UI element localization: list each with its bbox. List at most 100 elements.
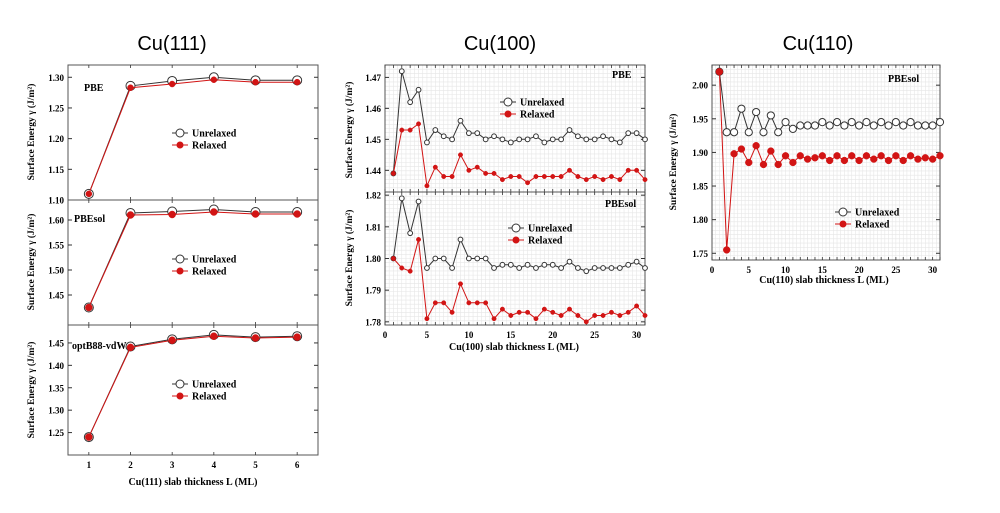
- data-point-relaxed: [789, 158, 797, 167]
- x-tick-label: 20: [855, 265, 865, 275]
- data-point-relaxed: [293, 78, 301, 86]
- data-point-unrelaxed: [583, 136, 590, 143]
- plot-frame: [67, 324, 319, 456]
- data-point-unrelaxed: [600, 265, 606, 271]
- data-point-unrelaxed: [440, 255, 447, 262]
- data-point-relaxed: [575, 174, 581, 179]
- data-point-relaxed: [752, 142, 760, 150]
- data-point-unrelaxed: [474, 130, 481, 137]
- data-point-unrelaxed: [424, 139, 430, 146]
- data-point-relaxed: [558, 313, 564, 318]
- data-point-unrelaxed: [449, 265, 455, 271]
- x-tick-label: 6: [295, 460, 300, 470]
- legend-label: Relaxed: [528, 236, 563, 247]
- data-point-relaxed: [558, 174, 564, 179]
- legend-marker-unrelaxed: [175, 128, 185, 138]
- x-tick-label: 0: [383, 330, 388, 340]
- data-point-relaxed: [541, 306, 547, 312]
- data-point-relaxed: [251, 210, 260, 218]
- legend-marker-relaxed: [839, 220, 847, 228]
- legend-label: Unrelaxed: [192, 255, 237, 266]
- data-point-unrelaxed: [575, 133, 581, 140]
- legend-label: Unrelaxed: [192, 380, 237, 391]
- x-tick-label: 30: [928, 265, 938, 275]
- data-point-relaxed: [126, 211, 135, 219]
- x-tick-label: 5: [253, 460, 258, 470]
- series-relaxed: [85, 208, 301, 312]
- y-tick-label: 1.40: [48, 361, 64, 371]
- data-point-unrelaxed: [533, 133, 539, 140]
- data-point-relaxed: [441, 300, 447, 306]
- data-point-unrelaxed: [398, 195, 405, 202]
- panel-title: PBE: [84, 83, 104, 94]
- data-point-relaxed: [525, 309, 531, 315]
- y-tick-label: 1.30: [48, 73, 64, 83]
- x-tick-label: 30: [632, 330, 642, 340]
- data-point-unrelaxed: [432, 255, 439, 262]
- chart-panel-5: 1.75 1.80 1.85 1.90 1.95 2.00 0 5 10 15 20 25 30 PBEs…: [668, 64, 945, 286]
- panel-title: PBE: [612, 70, 632, 81]
- data-point-relaxed: [737, 145, 746, 153]
- y-tick-label: 1.95: [692, 114, 708, 124]
- legend-marker-unrelaxed: [503, 97, 513, 107]
- y-tick-label: 1.80: [692, 215, 708, 225]
- chart-panel-4: 1.78 1.79 1.80 1.81 1.82 0 5 10 15 20 25 30 PBEsol Un…: [344, 191, 648, 353]
- y-tick-label: 1.10: [48, 196, 64, 206]
- data-point-relaxed: [390, 170, 396, 176]
- data-point-unrelaxed: [608, 136, 615, 143]
- data-point-relaxed: [609, 174, 614, 179]
- legend-label: Relaxed: [855, 220, 890, 231]
- x-tick-label: 20: [548, 330, 558, 340]
- x-tick-label: 15: [506, 330, 516, 340]
- data-point-unrelaxed: [722, 128, 731, 137]
- y-tick-label: 1.90: [692, 148, 708, 158]
- data-point-unrelaxed: [507, 139, 514, 146]
- data-point-relaxed: [458, 281, 463, 287]
- data-point-relaxed: [251, 334, 260, 342]
- data-point-unrelaxed: [524, 261, 531, 268]
- data-point-relaxed: [884, 156, 893, 165]
- data-point-relaxed: [848, 152, 856, 160]
- legend-marker-unrelaxed: [838, 207, 848, 217]
- data-point-relaxed: [600, 313, 606, 318]
- data-point-relaxed: [625, 309, 631, 315]
- series-line-relaxed: [88, 79, 298, 195]
- legend-label: Relaxed: [520, 110, 555, 121]
- data-point-relaxed: [928, 155, 937, 163]
- y-tick-label: 1.46: [365, 104, 381, 114]
- series-unrelaxed: [390, 68, 648, 177]
- data-point-relaxed: [466, 167, 472, 173]
- data-point-relaxed: [617, 177, 623, 183]
- panel-title: PBEsol: [888, 74, 919, 85]
- data-point-relaxed: [936, 152, 944, 160]
- data-point-relaxed: [826, 156, 834, 165]
- data-point-unrelaxed: [482, 136, 489, 143]
- data-point-unrelaxed: [796, 121, 805, 130]
- x-axis-label: Cu(100) slab thickness L (ML): [449, 342, 579, 353]
- data-point-unrelaxed: [507, 261, 514, 268]
- data-point-relaxed: [499, 177, 505, 183]
- data-point-relaxed: [892, 152, 900, 160]
- data-point-relaxed: [870, 155, 878, 163]
- panel-title: PBEsol: [605, 199, 636, 210]
- data-point-relaxed: [625, 167, 631, 173]
- data-point-relaxed: [449, 309, 455, 315]
- legend-marker-unrelaxed: [175, 254, 185, 264]
- data-point-relaxed: [85, 433, 93, 441]
- data-point-relaxed: [516, 309, 522, 315]
- x-tick-label: 2: [128, 460, 133, 470]
- data-point-unrelaxed: [465, 255, 472, 262]
- data-point-unrelaxed: [482, 255, 489, 262]
- data-point-unrelaxed: [591, 136, 598, 143]
- data-point-relaxed: [432, 164, 438, 170]
- data-point-relaxed: [634, 167, 640, 173]
- data-point-relaxed: [642, 313, 648, 318]
- group-title-cu110: Cu(110): [783, 33, 854, 55]
- data-point-unrelaxed: [591, 265, 598, 271]
